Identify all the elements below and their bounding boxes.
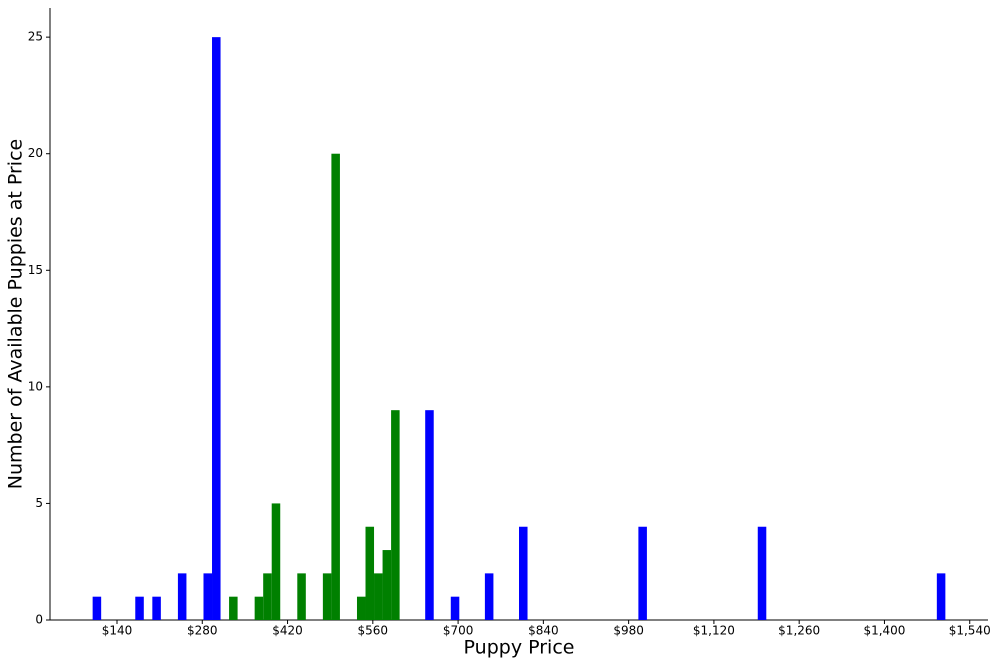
x-tick-label: $1,120: [693, 624, 735, 638]
bar: [203, 573, 213, 620]
y-tick-label: 5: [35, 496, 43, 510]
y-tick-label: 20: [28, 146, 43, 160]
bar: [757, 526, 767, 620]
bar: [425, 410, 434, 620]
bar: [936, 573, 946, 620]
y-tick-label: 10: [28, 379, 43, 393]
x-tick-label: $280: [187, 624, 218, 638]
bar: [382, 550, 392, 620]
bar: [638, 526, 647, 620]
bar: [297, 573, 306, 620]
bar: [484, 573, 494, 620]
bar: [331, 153, 340, 620]
bar: [519, 526, 528, 620]
bar: [92, 596, 102, 620]
bar: [365, 526, 375, 620]
bar: [254, 596, 264, 620]
x-tick-label: $980: [613, 624, 644, 638]
x-tick-label: $840: [528, 624, 559, 638]
x-tick-label: $700: [443, 624, 474, 638]
x-tick-label: $140: [102, 624, 133, 638]
bar: [374, 573, 383, 620]
x-tick-label: $560: [358, 624, 389, 638]
bar: [263, 573, 272, 620]
bar: [391, 410, 400, 620]
x-axis-label: Puppy Price: [464, 637, 575, 659]
bar: [356, 596, 366, 620]
bar: [212, 37, 221, 620]
bar: [152, 596, 161, 620]
x-tick-label: $1,260: [778, 624, 820, 638]
y-axis-label: Number of Available Puppies at Price: [5, 139, 27, 489]
y-tick-label: 25: [28, 30, 43, 44]
y-tick-label: 15: [28, 263, 43, 277]
bar: [271, 503, 281, 620]
y-tick-label: 0: [35, 613, 43, 627]
x-tick-label: $420: [272, 624, 303, 638]
bar: [135, 596, 144, 620]
bar: [450, 596, 460, 620]
bar: [177, 573, 187, 620]
bar: [229, 596, 238, 620]
x-tick-label: $1,400: [863, 624, 905, 638]
x-tick-label: $1,540: [949, 624, 991, 638]
bar: [322, 573, 332, 620]
